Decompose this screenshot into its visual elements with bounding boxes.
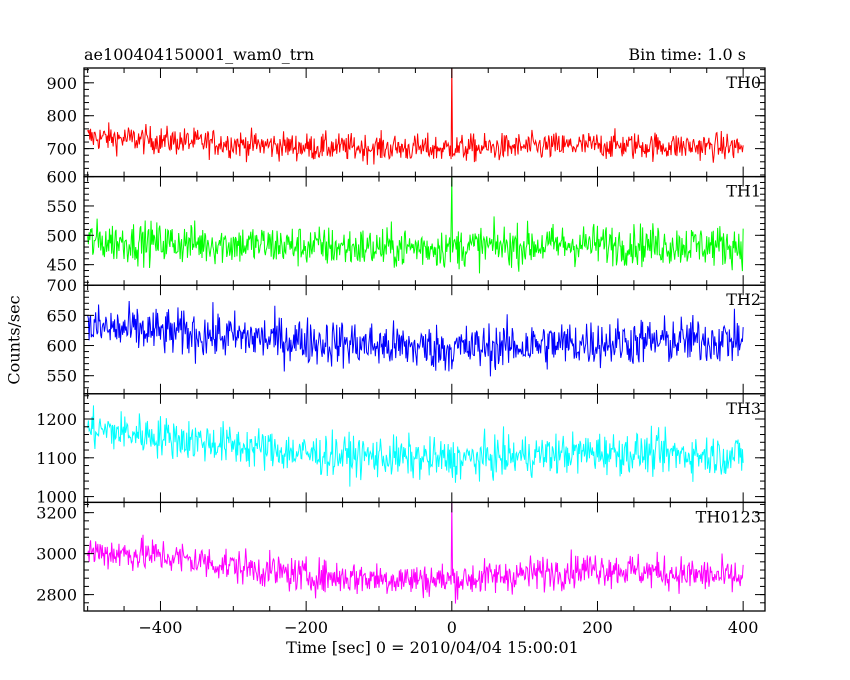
x-axis-label: Time [sec] 0 = 2010/04/04 15:00:01 [286,638,579,657]
y-tick-label-th0: 800 [46,107,77,126]
y-tick-label-th2: 650 [46,306,77,325]
plot-title: ae100404150001_wam0_trn [84,45,315,64]
series-line-th3 [87,405,744,487]
y-tick-label-th2: 600 [46,337,77,356]
y-tick-label-th1: 450 [46,256,77,275]
series-line-th0 [87,68,744,165]
bin-time-label: Bin time: 1.0 s [628,45,746,64]
series-line-th0123 [87,502,744,604]
y-tick-label-th3: 1100 [36,449,77,468]
series-line-th2 [87,301,744,377]
panel-frame-th0 [83,67,766,178]
panel-frame-th0123 [83,501,766,612]
y-tick-label-th0123: 3000 [36,545,77,564]
x-tick-label: −400 [138,618,182,637]
y-tick-label-th1: 500 [46,226,77,245]
x-tick-label: −200 [284,618,328,637]
panel-label-th3: TH3 [726,399,761,418]
y-tick-label-th0: 700 [46,140,77,159]
y-tick-label-th0123: 2800 [36,586,77,605]
y-tick-label-th0: 900 [46,74,77,93]
panel-label-th2: TH2 [726,290,761,309]
panel-label-th1: TH1 [726,182,761,201]
panel-label-th0: TH0 [726,73,761,92]
y-tick-label-th3: 1000 [36,488,77,507]
series-line-th1 [87,176,744,274]
y-tick-label-th1: 600 [46,168,77,187]
y-tick-label-th0123: 3200 [36,504,77,523]
y-tick-label-th1: 550 [46,197,77,216]
panel-label-th0123: TH0123 [696,507,761,526]
y-tick-label-th3: 1200 [36,410,77,429]
y-tick-label-th2: 700 [46,276,77,295]
panel-frame-th2 [83,284,766,395]
x-tick-label: 200 [582,618,613,637]
x-tick-label: 400 [728,618,759,637]
y-tick-label-th2: 550 [46,367,77,386]
x-tick-label: 0 [447,618,457,637]
panel-frame-th1 [83,175,766,286]
